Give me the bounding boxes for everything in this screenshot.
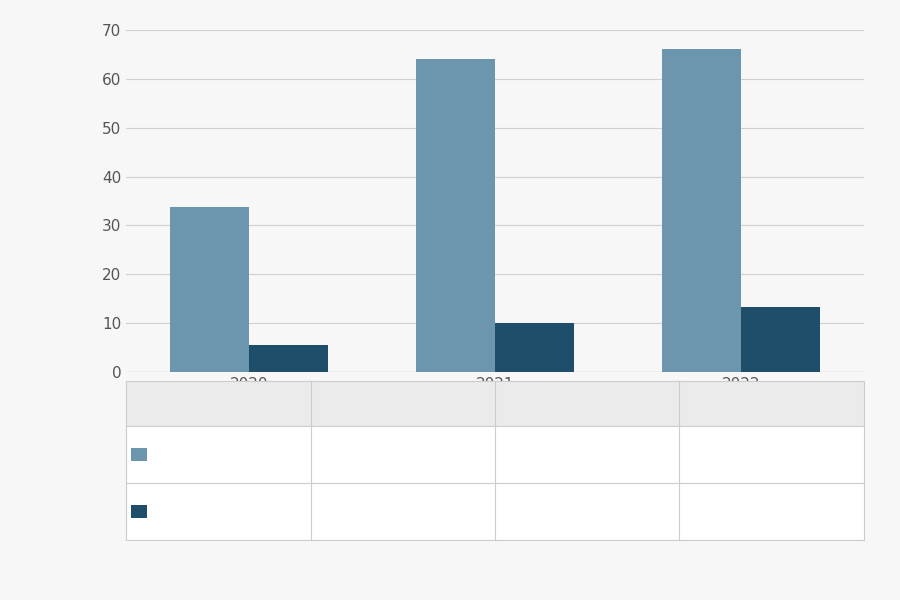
Text: Jingwei Textile
Machinery: Jingwei Textile Machinery xyxy=(152,440,236,469)
Bar xyxy=(417,59,495,372)
Text: 2020: 2020 xyxy=(383,396,422,411)
Bar xyxy=(741,307,820,372)
Bar xyxy=(249,344,328,372)
Text: 2022: 2022 xyxy=(752,396,791,411)
Text: 64.1: 64.1 xyxy=(571,447,604,462)
Text: 5.6: 5.6 xyxy=(391,504,415,519)
Text: 10.0: 10.0 xyxy=(571,504,604,519)
Bar xyxy=(662,49,741,372)
Bar xyxy=(495,323,573,372)
Text: 2021: 2021 xyxy=(568,396,607,411)
Text: Taitan Corporation: Taitan Corporation xyxy=(152,505,261,518)
Text: 66.1: 66.1 xyxy=(755,447,788,462)
Text: 33.7: 33.7 xyxy=(386,447,419,462)
Text: 13.4: 13.4 xyxy=(755,504,788,519)
Bar xyxy=(170,208,249,372)
